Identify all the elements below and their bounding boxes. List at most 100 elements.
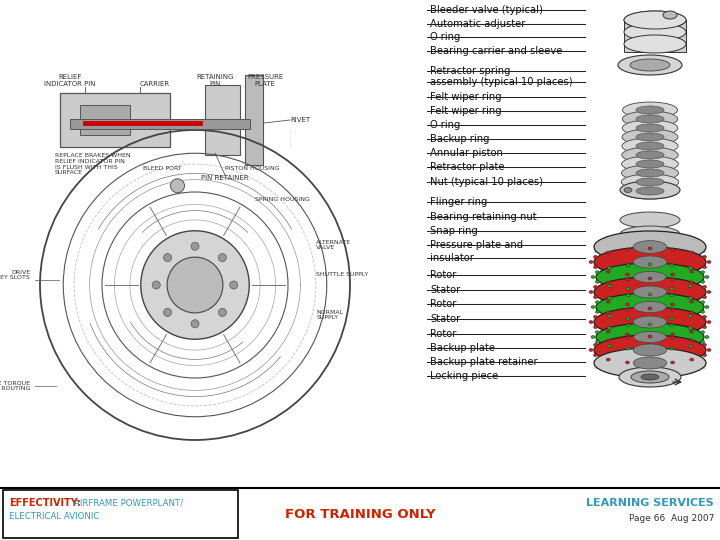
Ellipse shape [670,294,674,297]
Text: Retractor plate: Retractor plate [430,162,505,172]
Ellipse shape [670,287,674,290]
Text: Rotor: Rotor [430,329,456,339]
Text: Backup plate: Backup plate [430,343,495,353]
Ellipse shape [608,267,612,269]
Circle shape [218,308,226,316]
Ellipse shape [670,303,675,306]
Text: DRIVE
KEY SLOTS: DRIVE KEY SLOTS [0,269,30,280]
Text: Felt wiper ring: Felt wiper ring [430,106,502,116]
Ellipse shape [626,278,629,281]
Text: Page 66  Aug 2007: Page 66 Aug 2007 [629,514,714,523]
Ellipse shape [670,347,674,350]
Text: Backup plate retainer: Backup plate retainer [430,357,538,367]
Bar [0,488,720,540]
Ellipse shape [648,263,652,266]
Ellipse shape [636,106,664,114]
Ellipse shape [633,286,667,298]
Ellipse shape [591,275,595,279]
Text: Stator: Stator [430,314,460,324]
Text: insulator: insulator [430,253,474,263]
Ellipse shape [626,361,629,364]
Text: Pressure plate and: Pressure plate and [430,240,523,250]
Ellipse shape [595,301,599,303]
Ellipse shape [622,138,678,154]
Ellipse shape [595,271,599,274]
Text: NORMAL
SUPPLY: NORMAL SUPPLY [316,309,343,320]
Ellipse shape [595,340,599,343]
Ellipse shape [626,303,629,306]
Ellipse shape [633,357,667,369]
Ellipse shape [593,285,598,288]
Text: FOR TRAINING ONLY: FOR TRAINING ONLY [284,508,436,521]
Ellipse shape [636,169,664,177]
Text: Bleeder valve (typical): Bleeder valve (typical) [430,5,543,15]
Ellipse shape [626,294,630,297]
Ellipse shape [648,362,652,365]
Ellipse shape [701,280,705,284]
Ellipse shape [595,310,599,313]
Ellipse shape [608,327,612,329]
Ellipse shape [670,248,675,251]
Text: Rotor: Rotor [430,270,456,280]
Bar [60,93,170,147]
Circle shape [218,254,226,261]
Text: Flinger ring: Flinger ring [430,197,487,207]
Ellipse shape [648,334,652,337]
Ellipse shape [648,247,652,250]
Ellipse shape [670,361,675,364]
Ellipse shape [636,142,664,150]
Bar [596,307,704,313]
Ellipse shape [634,272,666,282]
Ellipse shape [670,324,674,327]
Ellipse shape [624,11,686,29]
Ellipse shape [626,287,630,290]
Ellipse shape [633,344,667,356]
Ellipse shape [596,323,704,351]
Ellipse shape [705,275,709,279]
Ellipse shape [636,124,664,132]
Ellipse shape [703,296,706,299]
Bar [245,75,263,165]
Circle shape [163,254,171,261]
Ellipse shape [589,291,593,294]
Ellipse shape [636,115,664,123]
Ellipse shape [705,335,709,339]
Ellipse shape [589,260,593,264]
Ellipse shape [648,304,652,307]
Bar [594,262,706,268]
Ellipse shape [593,296,598,299]
Bar [594,363,706,369]
Text: Retractor spring: Retractor spring [430,66,510,76]
Ellipse shape [622,147,678,163]
Ellipse shape [593,326,598,329]
Ellipse shape [701,310,705,313]
Text: Stator: Stator [430,285,460,295]
Ellipse shape [690,251,693,254]
Text: RIVET: RIVET [290,117,310,123]
Text: PRESSURE
PLATE: PRESSURE PLATE [247,74,283,87]
Ellipse shape [626,248,629,251]
Ellipse shape [594,247,706,277]
Ellipse shape [688,345,693,347]
Bar [596,337,704,343]
Ellipse shape [633,241,667,253]
Ellipse shape [589,321,593,323]
Text: Bearing retaining nut: Bearing retaining nut [430,212,536,222]
Ellipse shape [690,270,693,273]
Ellipse shape [591,335,595,339]
Text: Backup ring: Backup ring [430,134,490,144]
Bar [594,322,706,328]
Ellipse shape [670,264,674,267]
Ellipse shape [688,285,693,287]
Text: Automatic adjuster: Automatic adjuster [430,19,526,29]
Bar [594,292,706,298]
Ellipse shape [690,358,693,361]
Text: CARRIER: CARRIER [140,81,170,87]
Ellipse shape [622,120,678,136]
Ellipse shape [648,293,652,296]
Ellipse shape [623,102,678,118]
Ellipse shape [619,367,681,387]
Text: Rotor: Rotor [430,299,456,309]
Ellipse shape [593,255,598,258]
Ellipse shape [670,333,675,336]
